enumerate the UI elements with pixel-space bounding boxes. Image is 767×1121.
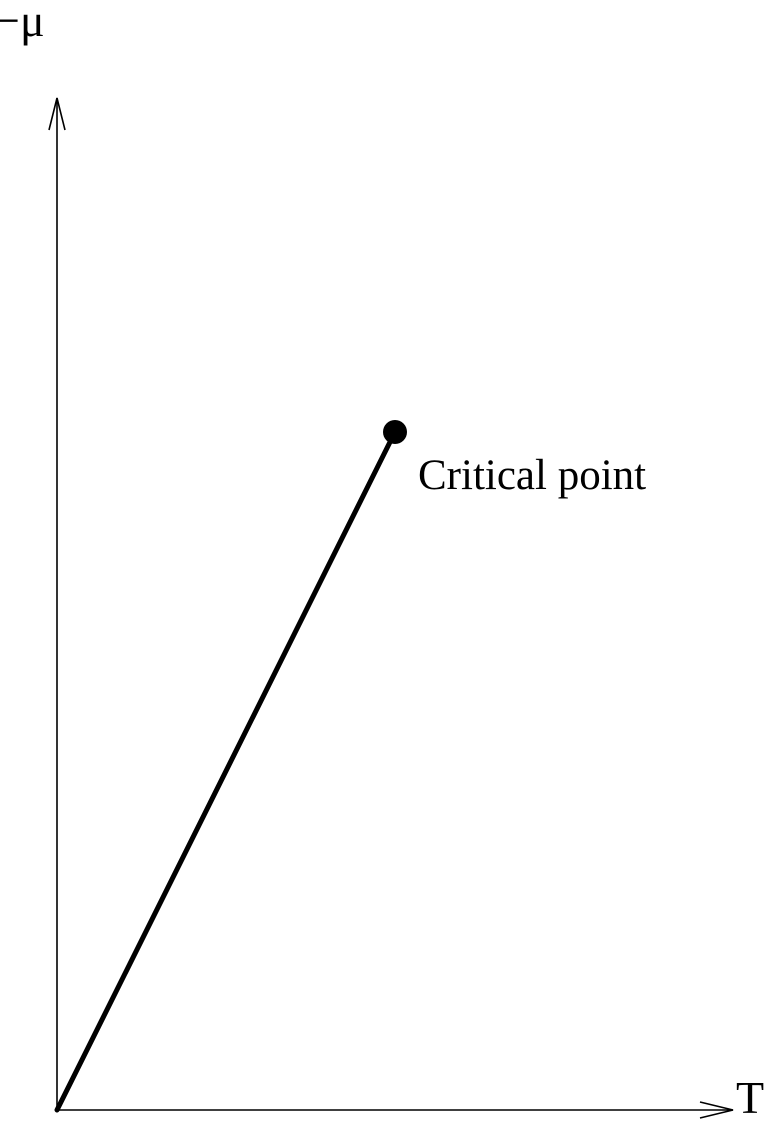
critical-point-label: Critical point (418, 452, 646, 499)
transition-line (54, 429, 398, 1113)
y-axis-label: −μ (0, 0, 45, 46)
x-axis-arrow-icon (699, 1101, 734, 1119)
x-axis-label: T (736, 1072, 764, 1121)
critical-point-marker (383, 420, 407, 444)
y-axis-arrow-icon (48, 97, 66, 131)
